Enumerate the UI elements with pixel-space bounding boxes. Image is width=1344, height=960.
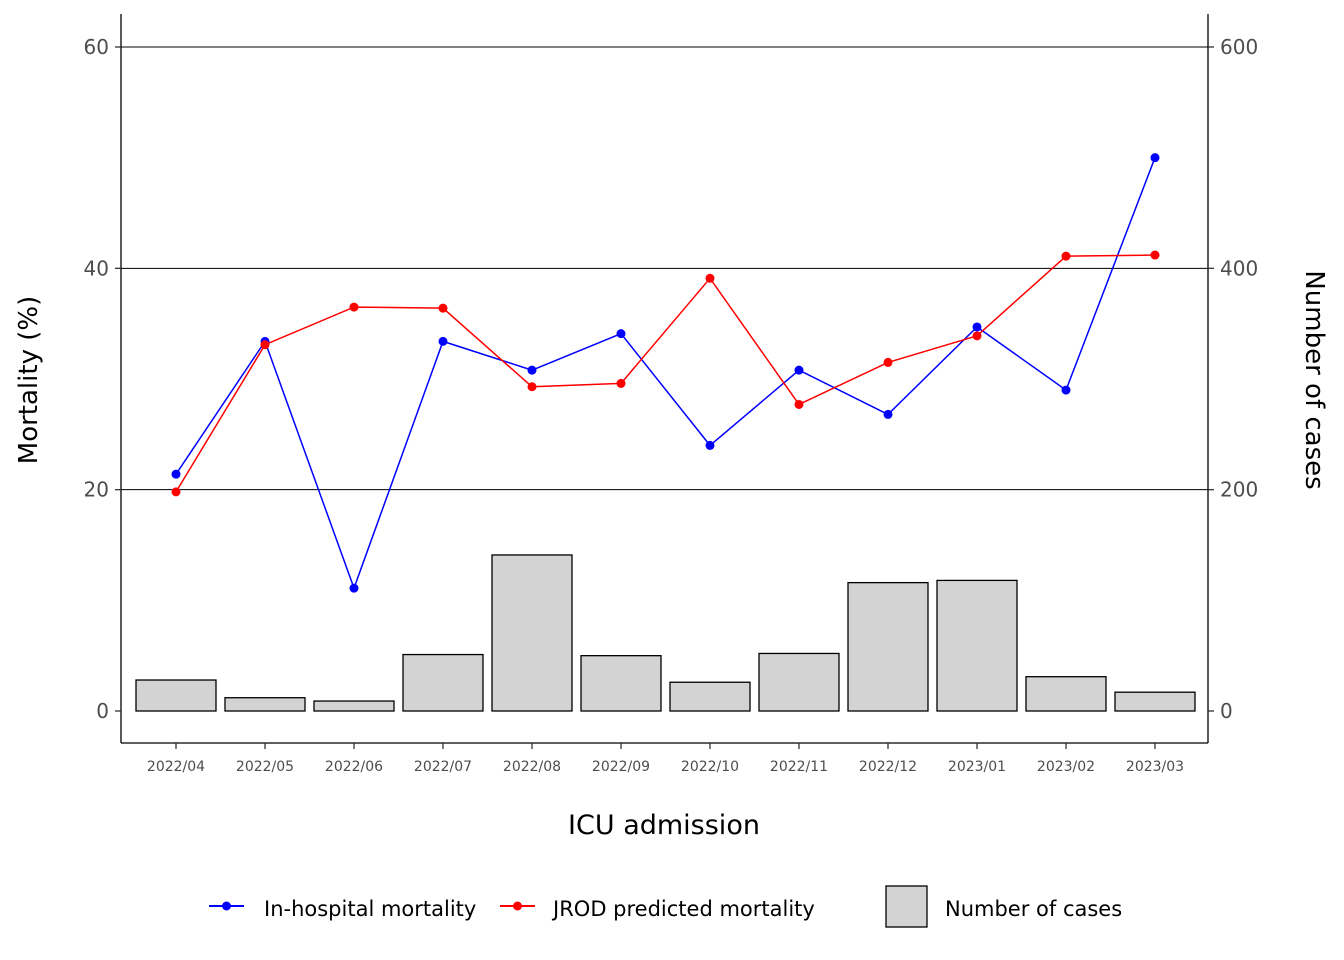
- bar-2023/01: [936, 579, 1018, 712]
- bar-2022/09: [580, 655, 662, 712]
- right-tick-label: 400: [1220, 256, 1258, 280]
- x-tick-label: 2022/08: [503, 759, 561, 775]
- right-tick-label: 600: [1220, 35, 1258, 59]
- right-tick-label: 0: [1220, 699, 1233, 723]
- legend-label: In-hospital mortality: [264, 897, 476, 921]
- series-point-jrod-2022/10: [705, 273, 715, 283]
- series-point-jrod-2022/09: [616, 378, 626, 388]
- series-point-in-hospital-2022/07: [438, 336, 448, 346]
- x-tick-label: 2022/05: [236, 759, 294, 775]
- x-tick-label: 2022/06: [325, 759, 383, 775]
- x-tick-label: 2022/09: [592, 759, 650, 775]
- series-point-jrod-2022/07: [438, 303, 448, 313]
- series-point-in-hospital-2022/09: [616, 329, 626, 339]
- bar-2022/04: [135, 679, 217, 712]
- legend-key-bar: [885, 885, 928, 928]
- series-point-jrod-2023/02: [1061, 251, 1071, 261]
- legend: In-hospital mortality JROD predicted mor…: [209, 885, 1122, 928]
- left-axis-ticks: 0 20 40 60: [84, 35, 121, 723]
- series-point-jrod-2022/11: [794, 399, 804, 409]
- axes: [120, 14, 1209, 744]
- x-tick-label: 2022/10: [681, 759, 739, 775]
- series-line-in-hospital-mortality: [175, 157, 1156, 591]
- bar-series: [135, 554, 1196, 712]
- x-tick-label: 2023/01: [948, 759, 1006, 775]
- x-tick-label: 2023/03: [1126, 759, 1184, 775]
- bar-2022/12: [847, 581, 929, 712]
- series-point-jrod-2022/05: [260, 340, 270, 350]
- bar-2023/02: [1025, 676, 1107, 712]
- series-point-in-hospital-2023/02: [1061, 385, 1071, 395]
- right-axis-ticks: 0 200 400 600: [1208, 35, 1258, 723]
- bar-2022/06: [313, 700, 395, 712]
- x-tick-label: 2023/02: [1037, 759, 1095, 775]
- legend-item-jrod: JROD predicted mortality: [500, 897, 815, 921]
- left-tick-label: 60: [84, 35, 109, 59]
- series-point-in-hospital-2022/04: [171, 469, 181, 479]
- line-series: [171, 153, 1160, 593]
- legend-item-cases: Number of cases: [885, 885, 1122, 928]
- legend-item-in-hospital: In-hospital mortality: [209, 897, 476, 921]
- series-point-jrod-2022/06: [349, 302, 359, 312]
- legend-label: Number of cases: [945, 897, 1122, 921]
- series-point-jrod-2022/04: [171, 487, 181, 497]
- bar-2022/10: [669, 681, 751, 712]
- x-tick-label: 2022/04: [147, 759, 205, 775]
- right-axis-title: Number of cases: [1299, 270, 1329, 489]
- x-axis-title: ICU admission: [568, 810, 760, 841]
- series-point-in-hospital-2023/03: [1150, 153, 1160, 163]
- series-point-in-hospital-2022/10: [705, 440, 715, 450]
- series-point-in-hospital-2023/01: [972, 322, 982, 332]
- bar-2022/11: [758, 652, 840, 712]
- series-point-jrod-2022/08: [527, 382, 537, 392]
- left-tick-label: 40: [84, 256, 109, 280]
- left-tick-label: 20: [84, 478, 109, 502]
- series-point-jrod-2023/01: [972, 331, 982, 341]
- series-point-jrod-2023/03: [1150, 250, 1160, 260]
- series-point-jrod-2022/12: [883, 357, 893, 367]
- left-axis-title: Mortality (%): [14, 296, 44, 464]
- left-tick-label: 0: [96, 699, 109, 723]
- series-line-jrod-predicted-mortality: [175, 254, 1156, 493]
- x-tick-label: 2022/11: [770, 759, 828, 775]
- bar-2022/08: [491, 554, 573, 712]
- bar-2022/07: [402, 653, 484, 712]
- series-point-in-hospital-2022/12: [883, 409, 893, 419]
- legend-label: JROD predicted mortality: [551, 897, 815, 921]
- legend-key-point: [222, 901, 231, 911]
- legend-key-point: [513, 901, 522, 911]
- series-point-in-hospital-2022/11: [794, 365, 804, 375]
- bar-2023/03: [1114, 691, 1196, 712]
- right-tick-label: 200: [1220, 478, 1258, 502]
- series-point-in-hospital-2022/08: [527, 365, 537, 375]
- x-axis-ticks: 2022/04 2022/05 2022/06 2022/07 2022/08 2022/…: [147, 743, 1184, 775]
- gridlines: [121, 46, 1208, 491]
- bar-2022/05: [224, 697, 306, 712]
- x-tick-label: 2022/12: [859, 759, 917, 775]
- series-point-in-hospital-2022/06: [349, 583, 359, 593]
- x-tick-label: 2022/07: [414, 759, 472, 775]
